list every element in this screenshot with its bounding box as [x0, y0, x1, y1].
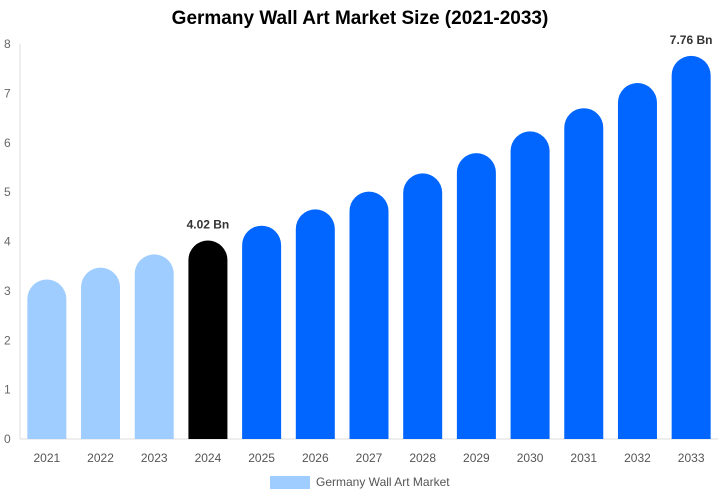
bar-2033 — [671, 55, 711, 439]
x-tick-label: 2033 — [678, 451, 705, 465]
bar-2030 — [510, 131, 550, 439]
x-tick-label: 2026 — [302, 451, 329, 465]
bar-2031 — [564, 108, 604, 439]
chart-title: Germany Wall Art Market Size (2021-2033) — [171, 8, 549, 29]
data-label: 4.02 Bn — [187, 218, 230, 232]
y-tick-label: 7 — [4, 86, 11, 100]
x-tick-label: 2025 — [248, 451, 275, 465]
x-tick-label: 2021 — [33, 451, 60, 465]
y-tick-label: 2 — [4, 333, 11, 347]
y-tick-label: 0 — [4, 432, 11, 446]
x-tick-label: 2028 — [409, 451, 436, 465]
bar-2027 — [349, 191, 389, 439]
x-tick-label: 2029 — [463, 451, 490, 465]
legend-swatch — [270, 475, 310, 489]
bar-chart: 0 1 2 3 4 5 6 7 8 2021 2022 2023 2024 4.02 Bn 2025 2026… — [4, 33, 718, 465]
bar-2029 — [456, 153, 496, 439]
y-tick-label: 1 — [4, 383, 11, 397]
data-label: 7.76 Bn — [670, 33, 713, 47]
x-tick-label: 2032 — [624, 451, 651, 465]
bar-2022 — [81, 267, 121, 439]
y-tick-label: 8 — [4, 37, 11, 51]
bar-2026 — [295, 209, 335, 439]
bar-2025 — [242, 225, 282, 439]
bar-2023 — [134, 254, 174, 439]
bar-2032 — [617, 83, 657, 439]
y-tick-label: 6 — [4, 136, 11, 150]
y-tick-label: 3 — [4, 284, 11, 298]
x-tick-label: 2031 — [570, 451, 597, 465]
x-tick-label: 2027 — [356, 451, 383, 465]
bar-2028 — [403, 173, 443, 440]
x-tick-label: 2024 — [195, 451, 222, 465]
x-tick-label: 2023 — [141, 451, 168, 465]
y-tick-label: 4 — [4, 235, 11, 249]
x-tick-label: 2030 — [517, 451, 544, 465]
bar-2021 — [27, 279, 67, 439]
legend-label: Germany Wall Art Market — [316, 475, 450, 489]
bar-2024 — [188, 240, 228, 439]
legend[interactable]: Germany Wall Art Market — [270, 475, 450, 489]
y-tick-label: 5 — [4, 185, 11, 199]
x-tick-label: 2022 — [87, 451, 114, 465]
